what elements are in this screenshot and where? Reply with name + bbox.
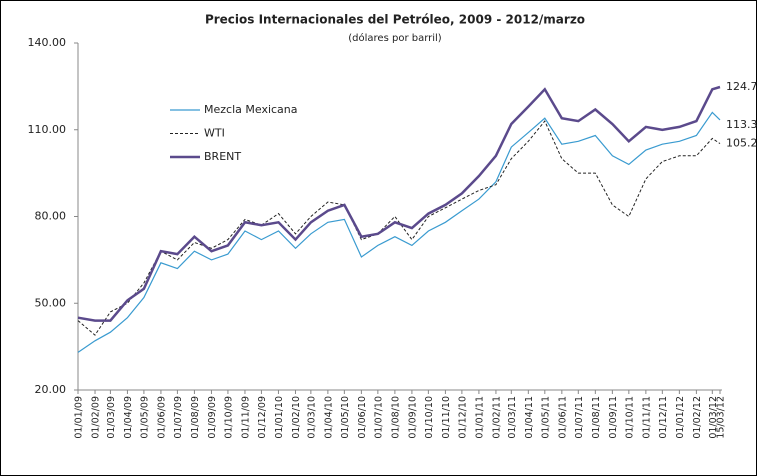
x-tick-label: 01/12/09: [257, 396, 268, 439]
y-tick-label: 80.00: [35, 210, 67, 223]
x-tick-label: 01/12/11: [658, 396, 669, 439]
y-tick-label: 20.00: [35, 383, 67, 396]
x-tick-label: 01/02/11: [491, 396, 502, 439]
x-tick-label: 01/10/10: [424, 396, 435, 439]
y-tick-label: 50.00: [35, 296, 67, 309]
x-tick-label: 01/12/10: [457, 396, 468, 439]
x-tick-label: 01/01/09: [74, 396, 85, 439]
x-tick-label: 01/03/10: [306, 396, 317, 439]
end-label: 124.79: [726, 80, 757, 93]
x-tick-label: 01/05/09: [139, 396, 150, 439]
x-tick-label: 01/08/09: [190, 396, 201, 439]
x-tick-label: 01/11/09: [240, 396, 251, 439]
x-tick-label: 01/05/10: [340, 396, 351, 439]
x-tick-label: 01/05/11: [540, 396, 551, 439]
x-tick-label: 01/11/11: [641, 396, 652, 439]
y-tick-label: 140.00: [28, 36, 67, 49]
series-line: [77, 85, 721, 322]
x-tick-label: 01/02/10: [291, 396, 302, 439]
x-tick-label: 01/06/10: [357, 396, 368, 439]
x-tick-label: 01/03/11: [507, 396, 518, 439]
legend-label: WTI: [204, 127, 225, 140]
x-tick-label: 01/01/12: [675, 396, 686, 439]
x-tick-label: 01/07/09: [173, 396, 184, 439]
series-line: [77, 120, 721, 336]
x-tick-label: 01/03/12: [708, 396, 719, 439]
x-tick-label: 01/08/11: [591, 396, 602, 439]
x-tick-label: 01/06/11: [557, 396, 568, 439]
x-tick-label: 01/03/09: [106, 396, 117, 439]
legend-label: Mezcla Mexicana: [204, 103, 298, 116]
x-tick-label: 01/11/10: [441, 396, 452, 439]
series-line: [77, 111, 721, 353]
x-tick-label: 01/10/11: [624, 396, 635, 439]
end-label: 105.21: [726, 137, 757, 150]
chart-title: Precios Internacionales del Petróleo, 20…: [205, 13, 585, 27]
y-tick-label: 110.00: [28, 123, 67, 136]
x-tick-label: 01/04/09: [123, 396, 134, 439]
chart-subtitle: (dólares por barril): [348, 32, 442, 44]
legend-label: BRENT: [204, 150, 241, 163]
x-tick-label: 01/08/10: [390, 396, 401, 439]
x-tick-label: 01/01/11: [474, 396, 485, 439]
x-tick-label: 01/07/11: [574, 396, 585, 439]
x-tick-label: 01/07/10: [373, 396, 384, 439]
x-tick-label: 01/10/09: [223, 396, 234, 439]
x-tick-label: 15/03/12: [716, 396, 727, 439]
x-tick-label: 01/09/09: [207, 396, 218, 439]
x-tick-label: 01/04/10: [323, 396, 334, 439]
x-tick-label: 01/06/09: [156, 396, 167, 439]
x-tick-label: 01/02/09: [91, 396, 102, 439]
x-tick-label: 01/09/10: [407, 396, 418, 439]
x-tick-label: 01/02/12: [692, 396, 703, 439]
x-tick-label: 01/04/11: [524, 396, 535, 439]
x-tick-label: 01/09/11: [608, 396, 619, 439]
end-label: 113.39: [726, 118, 757, 131]
x-tick-label: 01/01/10: [274, 396, 285, 439]
